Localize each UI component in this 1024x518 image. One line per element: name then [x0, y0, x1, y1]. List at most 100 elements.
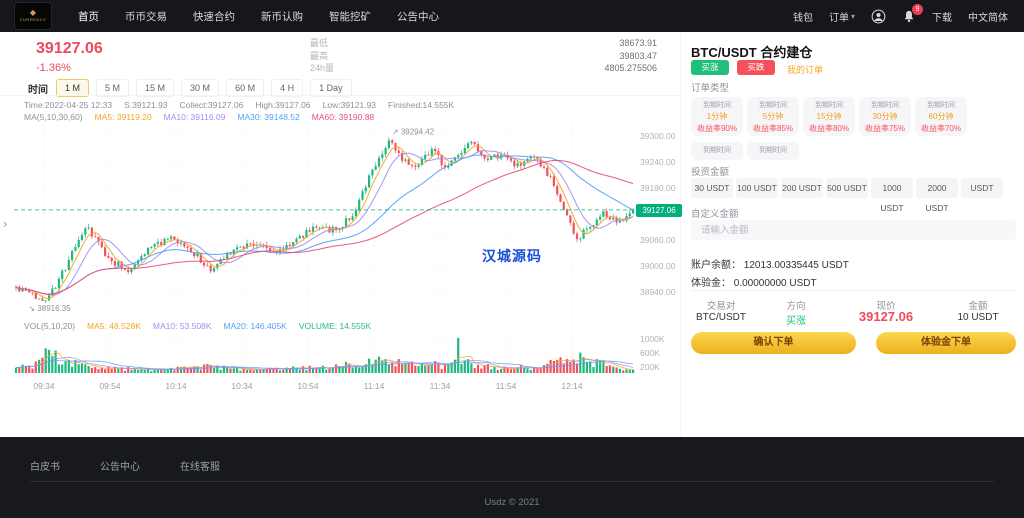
- summary-direction: 买涨: [786, 316, 806, 327]
- vol-ma-value: MA10: 53.508K: [152, 321, 212, 331]
- rate-label: 收益率70%: [920, 123, 961, 133]
- timeframe-options: 1 M 5 M 15 M 30 M 60 M 4 H 1 Day: [56, 79, 352, 97]
- volume-axis-label-0: 1000K: [640, 333, 665, 344]
- summary-header-3: 金额: [968, 301, 988, 312]
- duration-label: 60分钟: [928, 111, 954, 121]
- expire-time-label: 到期时间: [871, 101, 899, 109]
- balance-value: 12013.00335445 USDT: [743, 260, 849, 271]
- summary-header-0: 交易对: [706, 301, 736, 312]
- current-price-badge: 39127.06: [636, 203, 682, 217]
- ohlc-info-line: Time:2022-04-25 12:33 S:39121.93 Collect:3…: [24, 100, 454, 110]
- orders-menu[interactable]: 订单 ▾: [829, 9, 855, 24]
- order-type-card-1[interactable]: 到期时间 5分钟 收益率85%: [747, 97, 799, 136]
- language-switcher[interactable]: 中文简体: [968, 12, 1008, 24]
- ohlc-info-item: S:39121.93: [124, 100, 168, 110]
- ticker-stat: 最低 38673.91: [310, 38, 657, 48]
- trial-value: 0.00000000 USDT: [733, 278, 817, 289]
- rate-label: 收益率85%: [752, 123, 793, 133]
- candlestick-chart[interactable]: ↗ 39294.42 ↘ 38916.35 Time:2022-04-25 12:…: [0, 95, 682, 401]
- logo-gem-icon: ◆: [29, 8, 37, 17]
- buy-down-button[interactable]: 买跌: [737, 60, 775, 75]
- amount-button-2[interactable]: 200 USDT: [781, 178, 823, 198]
- ticker-stat: 最高 39803.47: [310, 50, 657, 61]
- my-orders-link[interactable]: 我的订单: [787, 65, 824, 75]
- nav-item-1[interactable]: 币币交易: [125, 10, 167, 23]
- footer: 白皮书 公告中心 在线客服 Usdz © 2021: [0, 437, 1024, 518]
- y-axis-label-6: 38940.00: [640, 286, 676, 297]
- rate-label: 收益率80%: [808, 123, 849, 133]
- ma-group-label: MA(5,10,30,60): [24, 112, 83, 122]
- order-type-card-partial-0[interactable]: 到期时间: [691, 142, 743, 160]
- nav-item-4[interactable]: 智能挖矿: [329, 10, 371, 23]
- account-button[interactable]: [871, 9, 886, 24]
- order-type-card-partial-1[interactable]: 到期时间: [747, 142, 799, 160]
- amount-button-4[interactable]: 1000 USDT: [871, 178, 913, 213]
- timeframe-button-4[interactable]: 60 M: [226, 79, 265, 97]
- ohlc-info-item: High:39127.06: [255, 100, 311, 110]
- y-axis-label-4: 39060.00: [640, 234, 676, 245]
- footer-links: 白皮书 公告中心 在线客服: [30, 458, 220, 473]
- amount-input[interactable]: [691, 220, 1016, 240]
- copyright: Usdz © 2021: [484, 497, 540, 508]
- trial-order-button[interactable]: 体验金下单: [876, 332, 1016, 354]
- timeframe-label: 时间: [28, 84, 48, 96]
- timeframe-button-3[interactable]: 30 M: [181, 79, 220, 97]
- nav-item-3[interactable]: 新币认购: [261, 10, 303, 23]
- footer-link-1[interactable]: 公告中心: [100, 462, 140, 473]
- divider: [691, 290, 1016, 291]
- nav-item-0[interactable]: 首页: [78, 10, 99, 23]
- ohlc-info-item: Time:2022-04-25 12:33: [24, 100, 113, 110]
- duration-label: 5分钟: [762, 111, 784, 121]
- order-type-card-3[interactable]: 到期时间 30分钟 收益率75%: [859, 97, 911, 136]
- brand-logo[interactable]: ◆ CURRENCY: [14, 2, 52, 30]
- timeframe-button-1[interactable]: 5 M: [96, 79, 130, 97]
- ma-value: MA10: 39116.09: [163, 112, 226, 122]
- chart-canvas[interactable]: ↗ 39294.42 ↘ 38916.35: [0, 96, 680, 401]
- order-type-card-0[interactable]: 到期时间 1分钟 收益率90%: [691, 97, 743, 136]
- ma-value: MA60: 39190.88: [311, 112, 375, 122]
- custom-amount-label: 自定义金额: [691, 209, 739, 220]
- amount-button-0[interactable]: 30 USDT: [691, 178, 733, 198]
- amount-button-5[interactable]: 2000 USDT: [916, 178, 958, 213]
- chart-expand-chevron[interactable]: ›: [3, 216, 8, 231]
- amount-button-3[interactable]: 500 USDT: [826, 178, 868, 198]
- timeframe-button-5[interactable]: 4 H: [271, 79, 304, 97]
- amount-button-6[interactable]: USDT: [961, 178, 1003, 198]
- timeframe-bar: 时间 1 M 5 M 15 M 30 M 60 M 4 H 1 Day: [28, 79, 352, 97]
- summary-header-1: 方向: [786, 301, 806, 312]
- vol-ma-value: VOLUME: 14.555K: [298, 321, 372, 331]
- timeframe-button-0[interactable]: 1 M: [56, 79, 90, 97]
- expire-time-label: 到期时间: [815, 101, 843, 109]
- ma-value: MA30: 39148.52: [237, 112, 300, 122]
- ma-value: MA5: 39119.20: [94, 112, 152, 122]
- notifications-button[interactable]: 9: [902, 3, 923, 24]
- volume-axis-label-2: 200K: [640, 361, 660, 372]
- divider: [30, 481, 994, 482]
- footer-link-0[interactable]: 白皮书: [30, 462, 60, 473]
- volume-axis-label-1: 600K: [640, 347, 660, 358]
- invest-amount-label: 投资金额: [691, 167, 730, 178]
- duration-label: 1分钟: [706, 111, 728, 121]
- main-menu: 首页 币币交易 快速合约 新币认购 智能挖矿 公告中心: [78, 9, 439, 24]
- person-icon: [871, 9, 886, 23]
- timeframe-button-2[interactable]: 15 M: [136, 79, 175, 97]
- x-axis-label-6: 11:34: [429, 381, 451, 391]
- footer-link-2[interactable]: 在线客服: [180, 462, 220, 473]
- nav-item-5[interactable]: 公告中心: [397, 10, 439, 23]
- watermark: 汉城源码: [482, 248, 542, 264]
- download-link[interactable]: 下载: [932, 12, 952, 24]
- account-balance-row: 账户余额： 12013.00335445 USDT: [691, 256, 849, 271]
- wallet-link[interactable]: 钱包: [792, 12, 813, 24]
- buy-up-button[interactable]: 买涨: [691, 60, 729, 75]
- trade-panel: BTC/USDT 合约建仓 买涨 买跌 我的订单 订单类型 到期时间 1分钟 收…: [680, 32, 1024, 437]
- order-type-label: 订单类型: [691, 83, 730, 94]
- order-type-card-4[interactable]: 到期时间 60分钟 收益率70%: [915, 97, 967, 136]
- orders-menu-label: 订单: [828, 12, 849, 24]
- rate-label: 收益率75%: [864, 123, 905, 133]
- notification-badge: 9: [912, 3, 923, 15]
- confirm-order-button[interactable]: 确认下单: [691, 332, 856, 354]
- nav-item-2[interactable]: 快速合约: [193, 10, 235, 23]
- timeframe-button-6[interactable]: 1 Day: [310, 79, 352, 97]
- order-type-card-2[interactable]: 到期时间 15分钟 收益率80%: [803, 97, 855, 136]
- amount-button-1[interactable]: 100 USDT: [736, 178, 778, 198]
